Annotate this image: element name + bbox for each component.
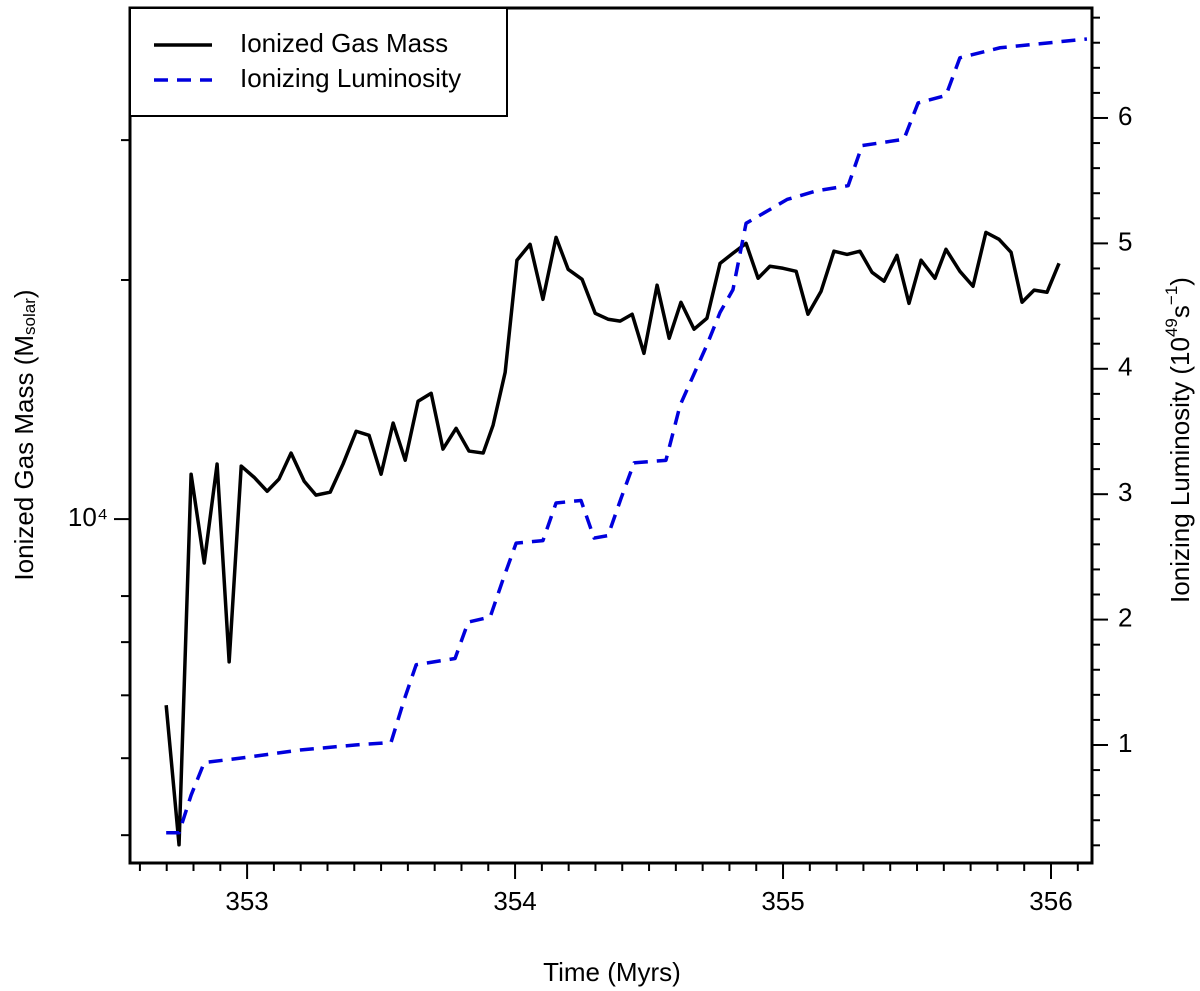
y2-label-sup: 49 <box>1162 318 1181 337</box>
y2-tick-label: 6 <box>1118 101 1132 131</box>
plot-frame <box>128 6 1094 865</box>
y-label-main: Ionized Gas Mass (M <box>9 335 39 581</box>
y2-label-main: Ionizing Luminosity (10 <box>1165 337 1195 603</box>
legend-label: Ionized Gas Mass <box>240 28 448 58</box>
legend-box <box>129 7 508 117</box>
x-tick-label: 354 <box>493 886 536 916</box>
y2-tick-label: 4 <box>1118 352 1132 382</box>
y-tick-label: 10⁴ <box>68 502 108 532</box>
x-tick-label: 355 <box>761 886 804 916</box>
y-label-sub: solar <box>20 298 39 335</box>
y2-label-end: ) <box>1165 277 1195 286</box>
x-tick-label: 356 <box>1029 886 1072 916</box>
y2-tick-label: 3 <box>1118 477 1132 507</box>
series-line <box>164 230 1061 847</box>
x-axis-label: Time (Myrs) <box>543 957 681 987</box>
series-line <box>166 37 1088 835</box>
y2-tick-label: 2 <box>1118 602 1132 632</box>
y2-label-sup2: −1 <box>1162 286 1181 305</box>
y2-axis-label: Ionizing Luminosity (1049s−1) <box>1162 277 1194 603</box>
x-tick-label: 353 <box>225 886 268 916</box>
legend-label: Ionizing Luminosity <box>240 63 461 93</box>
y-axis-label: Ionized Gas Mass (Msolar) <box>9 289 40 580</box>
y-label-end: ) <box>9 289 39 298</box>
y2-tick-label: 1 <box>1118 728 1132 758</box>
y2-label-mid: s <box>1165 305 1195 318</box>
y2-tick-label: 5 <box>1118 226 1132 256</box>
